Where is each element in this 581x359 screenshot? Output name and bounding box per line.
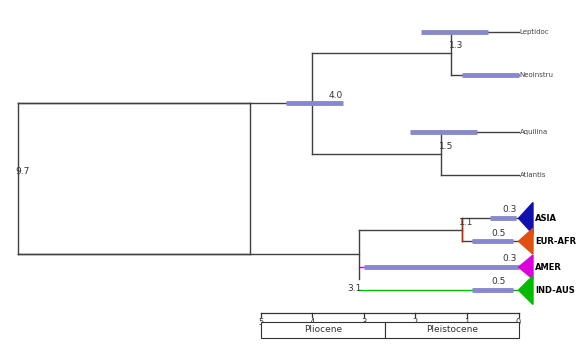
Text: 0: 0 [516,318,521,327]
Text: 3.1: 3.1 [347,284,361,293]
Text: 0.5: 0.5 [492,277,506,286]
Text: 0.3: 0.3 [502,205,517,214]
Text: 3: 3 [361,318,367,327]
Text: 0.5: 0.5 [492,229,506,238]
Polygon shape [519,276,533,304]
Text: AMER: AMER [535,263,562,272]
Text: Neoinstru: Neoinstru [519,71,554,78]
Text: Aquilina: Aquilina [519,129,548,135]
Text: Pleistocene: Pleistocene [426,325,478,334]
Bar [261,322,385,337]
Text: 2: 2 [413,318,418,327]
Text: 9.7: 9.7 [16,167,30,176]
Text: 1.3: 1.3 [449,41,463,50]
Bar [385,322,519,337]
Text: 1.1: 1.1 [459,218,474,227]
Polygon shape [519,255,533,279]
Text: 0.3: 0.3 [502,254,517,263]
Text: Atlantis: Atlantis [519,172,546,178]
Polygon shape [519,228,533,254]
Text: 1: 1 [464,318,469,327]
Text: 1.5: 1.5 [439,142,453,151]
Text: 4: 4 [310,318,315,327]
Text: ASIA: ASIA [535,214,557,223]
Text: 5: 5 [258,318,263,327]
Text: IND-AUS: IND-AUS [535,286,575,295]
Text: Pliocene: Pliocene [304,325,342,334]
Text: 4.0: 4.0 [329,92,343,101]
Text: EUR-AFR: EUR-AFR [535,237,576,246]
Polygon shape [519,202,533,234]
Text: Leptidoc: Leptidoc [519,28,549,34]
